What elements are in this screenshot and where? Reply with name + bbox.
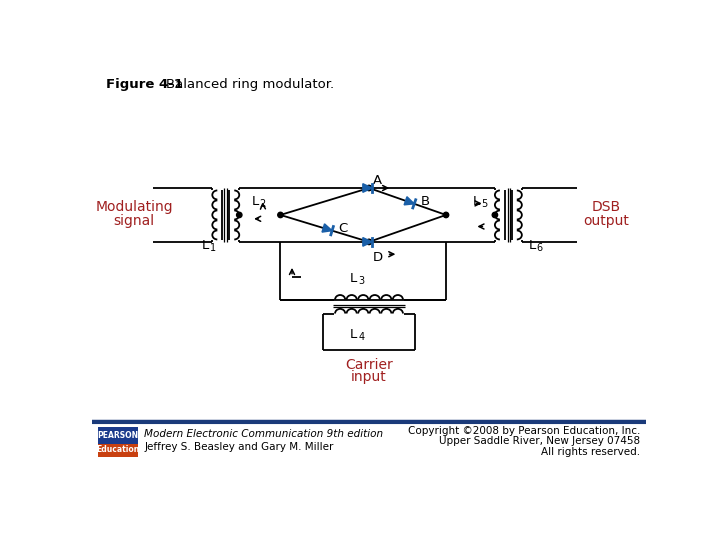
Text: 6: 6 <box>537 243 543 253</box>
Text: Modern Electronic Communication 9th edition: Modern Electronic Communication 9th edit… <box>144 429 383 438</box>
Text: C: C <box>338 222 348 235</box>
Text: L: L <box>350 272 357 285</box>
Polygon shape <box>404 197 414 205</box>
Text: L: L <box>473 195 480 208</box>
Text: Modulating: Modulating <box>95 200 173 214</box>
Polygon shape <box>363 238 372 246</box>
Circle shape <box>366 185 372 191</box>
Bar <box>98 427 138 444</box>
Text: D: D <box>373 251 383 264</box>
Text: All rights reserved.: All rights reserved. <box>541 447 640 457</box>
Polygon shape <box>363 184 372 192</box>
Text: Balanced ring modulator.: Balanced ring modulator. <box>166 78 334 91</box>
Text: A: A <box>373 174 382 187</box>
Text: 4: 4 <box>359 332 364 342</box>
Text: Figure 4-1: Figure 4-1 <box>106 78 183 91</box>
Circle shape <box>492 212 498 218</box>
Circle shape <box>366 239 372 245</box>
Text: PEARSON: PEARSON <box>97 431 138 440</box>
Circle shape <box>237 212 242 218</box>
Text: L: L <box>251 195 258 208</box>
Text: 5: 5 <box>482 199 487 209</box>
Text: Education: Education <box>96 446 140 454</box>
Circle shape <box>444 212 449 218</box>
Text: 3: 3 <box>359 276 364 286</box>
Text: input: input <box>351 370 387 384</box>
Text: Carrier: Carrier <box>345 358 393 372</box>
Text: Upper Saddle River, New Jersey 07458: Upper Saddle River, New Jersey 07458 <box>439 436 640 447</box>
Text: L: L <box>528 239 536 252</box>
Text: Jeffrey S. Beasley and Gary M. Miller: Jeffrey S. Beasley and Gary M. Miller <box>144 442 333 453</box>
Bar <box>98 444 138 457</box>
Polygon shape <box>322 224 332 232</box>
Text: L: L <box>202 239 210 252</box>
Text: L: L <box>350 328 357 341</box>
Text: Copyright ©2008 by Pearson Education, Inc.: Copyright ©2008 by Pearson Education, In… <box>408 426 640 436</box>
Text: signal: signal <box>114 214 155 228</box>
Text: output: output <box>583 214 629 228</box>
Text: B: B <box>420 195 430 208</box>
Circle shape <box>278 212 283 218</box>
Text: 1: 1 <box>210 243 217 253</box>
Text: DSB: DSB <box>592 200 621 214</box>
Text: 2: 2 <box>260 199 266 209</box>
